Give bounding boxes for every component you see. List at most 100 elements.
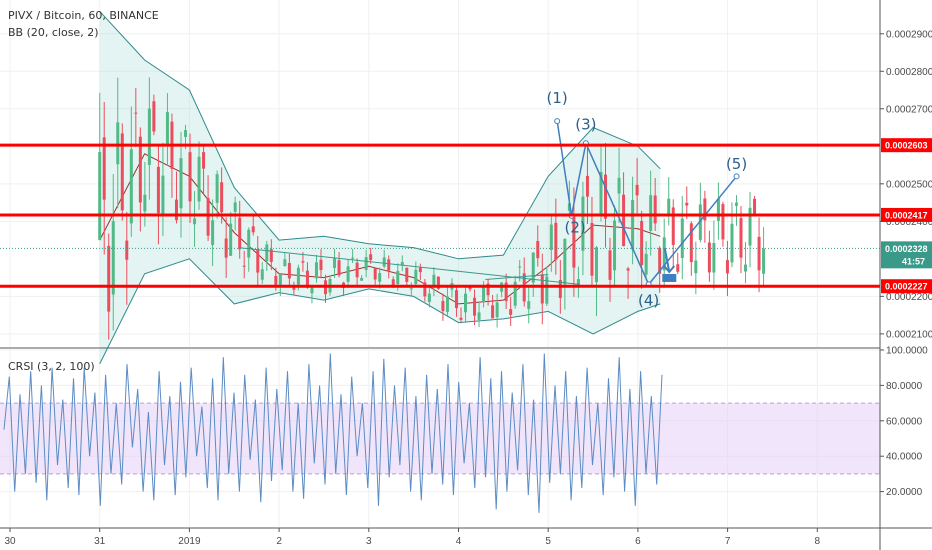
crsi-tick-label: 80.0000 [886, 381, 923, 392]
wave-label: (2) [564, 219, 585, 237]
candle-body [585, 175, 589, 197]
candle-body [129, 149, 133, 224]
candle-body [296, 267, 300, 285]
candle-body [333, 258, 337, 268]
candle-body [477, 312, 481, 320]
candle-body [518, 266, 522, 268]
candle-body [567, 203, 571, 211]
candle-body [540, 274, 544, 304]
candle-body [604, 174, 608, 219]
price-level-label: 0.0002603 [885, 141, 928, 151]
crsi-tick-label: 40.0000 [886, 452, 923, 463]
candle-body [202, 152, 206, 169]
x-tick-label: 5 [545, 536, 551, 547]
candle-body [138, 136, 142, 203]
price-level-tag [881, 279, 932, 294]
candle-body [594, 247, 598, 283]
candle-body [744, 264, 748, 272]
candle-body [260, 269, 264, 280]
candle-body [179, 158, 183, 209]
arrow-line [663, 248, 671, 273]
candle-body [409, 288, 413, 290]
candle-body [369, 254, 373, 260]
bollinger-upper-band [99, 10, 661, 260]
candle-body [211, 220, 215, 245]
crsi-tick-label: 20.0000 [886, 487, 923, 498]
candle-body [283, 259, 287, 266]
candle-body [238, 217, 242, 250]
candle-body [287, 263, 291, 279]
candle-body [730, 223, 734, 263]
candle-body [748, 207, 752, 246]
trendline [238, 247, 580, 285]
candle-body [251, 226, 255, 233]
candle-body [247, 229, 251, 258]
candle-body [161, 175, 165, 217]
candle-body [269, 249, 273, 262]
countdown-label: 41:57 [902, 256, 925, 266]
candle-body [432, 274, 436, 288]
candle-body [265, 244, 269, 262]
candle-body [441, 301, 445, 312]
candle-body [558, 280, 562, 298]
crsi-legend: CRSI (3, 2, 100) [8, 360, 95, 373]
candle-body [649, 195, 653, 231]
candle-body [378, 273, 382, 282]
candle-body [644, 253, 648, 275]
candle-body [464, 293, 468, 313]
chart-title: PIVX / Bitcoin, 60, BINANCE [8, 9, 159, 22]
price-pane[interactable]: (1) (2) (3) (4) (5) [0, 10, 880, 365]
candle-body [473, 297, 477, 316]
candle-body [491, 305, 495, 319]
candle-body [184, 130, 188, 137]
wave-point [554, 118, 561, 125]
candle-body [504, 282, 508, 302]
candle-body [116, 122, 120, 165]
last-price-tag [881, 241, 932, 269]
candle-body [725, 260, 729, 274]
candle-body [739, 218, 743, 258]
bag-icon [662, 273, 677, 282]
candle-body [734, 202, 738, 206]
y-tick-label: 0.0002100 [886, 329, 932, 340]
candle-body [400, 262, 404, 266]
candle-body [102, 137, 106, 200]
price-level-label: 0.0002417 [885, 210, 928, 220]
candle-body [454, 290, 458, 309]
candle-body [721, 204, 725, 240]
crsi-line [3, 353, 663, 513]
candle-body [174, 199, 178, 221]
candle-body [242, 265, 246, 267]
candle-body [360, 278, 364, 281]
candle-body [762, 248, 766, 274]
candle-body [197, 156, 201, 202]
candle-body [527, 301, 531, 309]
candle-body [382, 257, 386, 267]
wave-point [733, 173, 740, 180]
candle-body [233, 202, 237, 212]
wave-label: (5) [726, 155, 747, 173]
y-tick-label: 0.0002500 [886, 179, 932, 190]
candle-body [111, 221, 115, 295]
price-level-tag [881, 207, 932, 222]
candle-body [509, 309, 513, 315]
candle-body [482, 285, 486, 302]
candle-body [689, 223, 693, 263]
candle-body [581, 196, 585, 251]
wave-label: (4) [638, 292, 659, 310]
candle-body [310, 287, 314, 294]
wave-label: (3) [575, 115, 596, 133]
candle-body [120, 133, 124, 211]
candle-body [662, 237, 666, 271]
candle-body [134, 112, 138, 114]
candle-body [676, 264, 680, 272]
crsi-pane[interactable] [0, 353, 880, 513]
candle-body [391, 279, 395, 286]
candle-body [536, 241, 540, 259]
candle-body [590, 222, 594, 276]
candle-body [613, 220, 617, 271]
candle-body [147, 108, 151, 165]
candle-body [716, 198, 720, 221]
